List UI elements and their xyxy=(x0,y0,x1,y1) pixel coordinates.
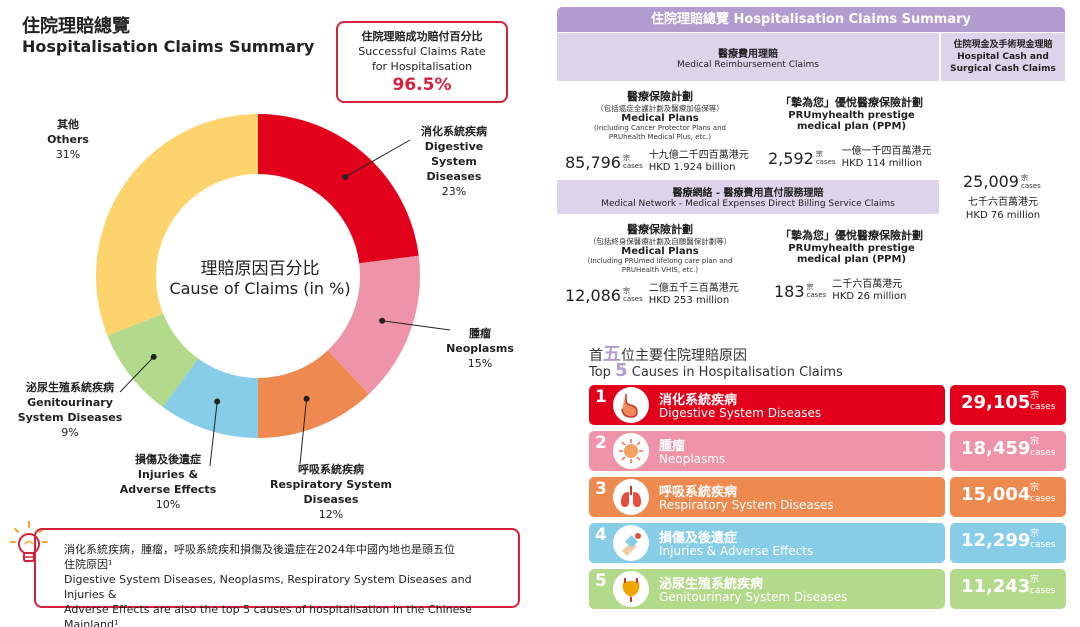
case-unit: 宗 cases xyxy=(1030,575,1056,596)
summary-header: 住院理賠總覽 Hospitalisation Claims Summary xyxy=(557,7,1065,32)
note-en-1: Digestive System Diseases, Neoplasms, Re… xyxy=(64,573,472,601)
rank-number: 3 xyxy=(595,479,607,499)
cause-name-zh: 消化系統疾病 xyxy=(659,393,738,408)
donut-slice-others xyxy=(96,114,259,336)
bladder-icon xyxy=(613,571,649,607)
reimbursement-band: 醫療費用理賠 Medical Reimbursement Claims xyxy=(557,33,939,81)
top5-row-1: 1 消化系統疾病 Digestive System Diseases xyxy=(589,385,945,425)
leader-dot-neoplasms xyxy=(379,317,386,324)
chart-title: 理賠原因百分比 xyxy=(200,259,320,279)
donut-slice-injuries xyxy=(162,358,258,438)
success-rate-label-en-2: for Hospitalisation xyxy=(371,60,473,73)
rank-number: 5 xyxy=(595,571,607,591)
top5-title-en: Top 5 Causes in Hospitalisation Claims xyxy=(589,360,843,381)
cause-name-en: Injuries & Adverse Effects xyxy=(659,544,814,558)
success-rate-box: 住院理賠成功賠付百分比 Successful Claims Rate for H… xyxy=(336,21,508,103)
leader-dot-genitourinary xyxy=(150,353,157,360)
success-rate-value: 96.5% xyxy=(392,75,452,95)
leader-line-neoplasms xyxy=(382,320,451,331)
cause-of-claims-donut-chart xyxy=(96,114,451,467)
leader-dot-injuries xyxy=(214,398,221,405)
note-zh-1: 消化系統疾病，腫瘤，呼吸系統疾和損傷及後遺症在2024年中國內地也是頭五位 xyxy=(64,543,455,556)
slice-label-genitourinary: 泌尿生殖系統疾病 Genitourinary System Diseases 9… xyxy=(17,381,123,439)
cause-name-en: Respiratory System Diseases xyxy=(659,498,834,512)
top5-count-4: 12,299 宗 cases xyxy=(950,523,1066,563)
slice-label-respiratory: 呼吸系統疾病 Respiratory System Diseases 12% xyxy=(269,463,393,521)
network-medical-plans-cell: 醫療保險計劃 （包括終身保醫療計劃及自願醫保計劃等） Medical Plans… xyxy=(557,217,763,311)
chart-subtitle: Cause of Claims (in %) xyxy=(169,279,351,298)
slice-label-neoplasms: 腫瘤 Neoplasms 15% xyxy=(446,327,514,370)
donut-slice-digestive xyxy=(258,114,419,264)
top5-count-5: 11,243 宗 cases xyxy=(950,569,1066,609)
cash-claims-band: 住院現金及手術現金理賠 Hospital Cash and Surgical C… xyxy=(941,33,1065,81)
cause-name-en: Genitourinary System Diseases xyxy=(659,590,848,604)
lungs-icon xyxy=(613,479,649,515)
top5-row-2: 2 腫瘤 Neoplasms xyxy=(589,431,945,471)
cause-name-en: Neoplasms xyxy=(659,452,726,466)
rank-number: 2 xyxy=(595,433,607,453)
donut-slice-respiratory xyxy=(258,350,369,438)
case-count: 18,459 xyxy=(961,438,1031,459)
page-title-en: Hospitalisation Claims Summary xyxy=(22,37,315,56)
case-unit: 宗 cases xyxy=(1030,391,1056,412)
case-count: 12,299 xyxy=(961,530,1031,551)
slice-label-injuries: 損傷及後遺症 Injuries & Adverse Effects 10% xyxy=(119,453,217,511)
case-unit: 宗 cases xyxy=(1030,483,1056,504)
cause-name-zh: 泌尿生殖系統疾病 xyxy=(659,577,764,592)
case-count: 15,004 xyxy=(961,484,1031,505)
leader-line-genitourinary xyxy=(119,356,155,393)
note-box: 消化系統疾病，腫瘤，呼吸系統疾和損傷及後遺症在2024年中國內地也是頭五位 住院… xyxy=(34,528,520,627)
slice-label-others: 其他 Others 31% xyxy=(47,118,89,161)
note-en-2: Adverse Effects are also the top 5 cause… xyxy=(64,603,472,627)
reimb-medical-plans-cell: 醫療保險計劃 （包括癌症全護計劃及醫療加倍保等） Medical Plans (… xyxy=(557,84,763,178)
network-band: 醫療網絡 - 醫療費用直付服務理賠 Medical Network - Medi… xyxy=(557,180,939,214)
reimb-ppm-cell: 「摯為您」優悅醫療保險計劃 PRUmyhealth prestige medic… xyxy=(764,84,939,178)
leader-dot-respiratory xyxy=(303,395,310,402)
rank-number: 4 xyxy=(595,525,607,545)
success-rate-label-en-1: Successful Claims Rate xyxy=(358,45,486,58)
bandaged-arm-icon xyxy=(613,525,649,561)
donut-slice-genitourinary xyxy=(107,313,199,408)
cause-name-zh: 腫瘤 xyxy=(659,439,686,454)
top5-count-1: 29,105 宗 cases xyxy=(950,385,1066,425)
cash-claims-cell: 25,009 宗 cases 七千六百萬港元 HKD 76 million xyxy=(941,84,1065,311)
leader-line-digestive xyxy=(345,139,411,178)
leader-dot-digestive xyxy=(342,173,349,180)
case-count: 29,105 xyxy=(961,392,1031,413)
case-unit: 宗 cases xyxy=(1030,437,1056,458)
success-rate-label-zh: 住院理賠成功賠付百分比 xyxy=(361,30,483,43)
leader-line-respiratory xyxy=(299,398,308,465)
case-unit: 宗 cases xyxy=(1030,529,1056,550)
rank-number: 1 xyxy=(595,387,607,407)
page-title-zh: 住院理賠總覽 xyxy=(22,16,130,37)
top5-row-5: 5 泌尿生殖系統疾病 Genitourinary System Diseases xyxy=(589,569,945,609)
cell-icon xyxy=(613,433,649,469)
top5-row-3: 3 呼吸系統疾病 Respiratory System Diseases xyxy=(589,477,945,517)
top5-row-4: 4 損傷及後遺症 Injuries & Adverse Effects xyxy=(589,523,945,563)
network-ppm-cell: 「摯為您」優悅醫療保險計劃 PRUmyhealth prestige medic… xyxy=(764,217,939,311)
cause-name-zh: 呼吸系統疾病 xyxy=(659,485,738,500)
case-count: 11,243 xyxy=(961,576,1031,597)
slice-label-digestive: 消化系統疾病 Digestive System Diseases 23% xyxy=(421,125,487,198)
cause-name-zh: 損傷及後遺症 xyxy=(659,531,738,546)
leader-line-injuries xyxy=(209,401,218,467)
top5-count-2: 18,459 宗 cases xyxy=(950,431,1066,471)
top5-count-3: 15,004 宗 cases xyxy=(950,477,1066,517)
stomach-icon xyxy=(613,387,649,423)
top5-title-zh: 首五位主要住院理賠原因 xyxy=(589,344,747,365)
note-zh-2: 住院原因¹ xyxy=(64,558,113,571)
cause-name-en: Digestive System Diseases xyxy=(659,406,822,420)
donut-slice-neoplasms xyxy=(327,255,420,395)
